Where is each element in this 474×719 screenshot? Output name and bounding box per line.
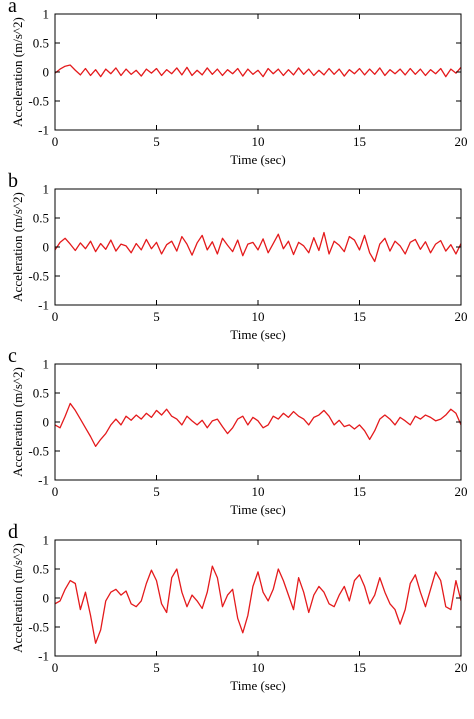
plot-frame — [54, 539, 462, 657]
series-line — [55, 64, 461, 78]
x-tick-label: 5 — [153, 660, 160, 675]
y-tick-label: -0.5 — [28, 444, 49, 459]
x-tick-label: 15 — [353, 484, 366, 499]
y-tick-label: 0.5 — [33, 386, 49, 401]
x-tick-label: 10 — [252, 309, 265, 324]
x-tick-label: 20 — [455, 309, 468, 324]
y-tick-label: -0.5 — [28, 94, 49, 109]
x-tick-label: 0 — [52, 134, 59, 149]
x-tick-label: 0 — [52, 309, 59, 324]
x-tick-label: 5 — [153, 484, 160, 499]
x-tick-label: 5 — [153, 134, 160, 149]
y-tick-label: 0.5 — [33, 211, 49, 226]
y-tick-label: 1 — [43, 533, 50, 548]
x-axis-title: Time (sec) — [230, 327, 286, 342]
y-tick-label: 0 — [43, 415, 50, 430]
x-tick-label: 15 — [353, 134, 366, 149]
y-axis-title: Acceleration (m/s^2) — [10, 543, 25, 653]
x-tick-label: 15 — [353, 660, 366, 675]
y-axis-title: Acceleration (m/s^2) — [10, 367, 25, 477]
y-tick-label: -1 — [38, 473, 49, 488]
y-tick-label: 0 — [43, 240, 50, 255]
y-tick-label: -1 — [38, 123, 49, 138]
y-tick-label: 0.5 — [33, 36, 49, 51]
series-line — [55, 402, 461, 448]
x-tick-label: 10 — [252, 134, 265, 149]
x-tick-label: 20 — [455, 484, 468, 499]
x-axis-title: Time (sec) — [230, 678, 286, 693]
plot-frame — [54, 13, 462, 131]
panel-letter: a — [8, 0, 17, 17]
x-tick-label: 5 — [153, 309, 160, 324]
y-tick-label: 0.5 — [33, 562, 49, 577]
x-axis-title: Time (sec) — [230, 152, 286, 167]
y-tick-label: -1 — [38, 649, 49, 664]
y-tick-label: 1 — [43, 7, 50, 22]
panel-letter: d — [8, 521, 18, 543]
x-tick-label: 0 — [52, 660, 59, 675]
x-tick-label: 20 — [455, 134, 468, 149]
panel-letter: b — [8, 170, 18, 192]
plot-frame — [54, 363, 462, 481]
panel-letter: c — [8, 345, 17, 367]
y-tick-label: 0 — [43, 591, 50, 606]
y-tick-label: -0.5 — [28, 620, 49, 635]
y-tick-label: -1 — [38, 298, 49, 313]
series-line — [55, 231, 461, 263]
y-tick-label: -0.5 — [28, 269, 49, 284]
y-tick-label: 1 — [43, 182, 50, 197]
x-tick-label: 0 — [52, 484, 59, 499]
x-tick-label: 15 — [353, 309, 366, 324]
y-axis-title: Acceleration (m/s^2) — [10, 192, 25, 302]
x-tick-label: 20 — [455, 660, 468, 675]
x-tick-label: 10 — [252, 484, 265, 499]
y-axis-title: Acceleration (m/s^2) — [10, 17, 25, 127]
y-tick-label: 1 — [43, 357, 50, 372]
x-tick-label: 10 — [252, 660, 265, 675]
series-line — [55, 565, 461, 644]
y-tick-label: 0 — [43, 65, 50, 80]
x-axis-title: Time (sec) — [230, 502, 286, 517]
